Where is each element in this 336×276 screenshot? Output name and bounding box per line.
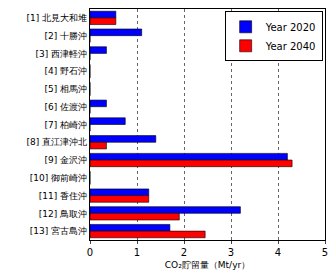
svg-text:3: 3 xyxy=(228,247,234,258)
svg-text:CO₂貯留量（Mt/yr）: CO₂貯留量（Mt/yr） xyxy=(165,260,250,270)
svg-text:[6] 佐渡沖: [6] 佐渡沖 xyxy=(45,102,88,112)
svg-text:Year 2040: Year 2040 xyxy=(265,41,316,52)
svg-text:[9] 金沢沖: [9] 金沢沖 xyxy=(45,155,88,165)
svg-text:[3] 西津軽沖: [3] 西津軽沖 xyxy=(36,49,88,59)
svg-text:[12] 鳥取沖: [12] 鳥取沖 xyxy=(39,209,87,219)
svg-text:1: 1 xyxy=(134,247,140,258)
svg-text:[8] 直江津沖北: [8] 直江津沖北 xyxy=(27,137,88,147)
svg-text:[4] 野石沖: [4] 野石沖 xyxy=(45,66,88,76)
svg-text:Year 2020: Year 2020 xyxy=(265,22,316,33)
svg-text:5: 5 xyxy=(322,247,328,258)
svg-text:[11] 香住沖: [11] 香住沖 xyxy=(39,191,87,201)
svg-text:2: 2 xyxy=(181,247,187,258)
svg-text:[7] 柏崎沖: [7] 柏崎沖 xyxy=(45,120,88,130)
svg-text:4: 4 xyxy=(275,247,281,258)
svg-text:[10] 御前崎沖: [10] 御前崎沖 xyxy=(30,173,87,183)
svg-text:[1] 北見大和堆: [1] 北見大和堆 xyxy=(27,13,88,23)
svg-text:[13] 宮古島沖: [13] 宮古島沖 xyxy=(30,226,87,236)
svg-text:[5] 相馬沖: [5] 相馬沖 xyxy=(45,84,88,94)
svg-text:0: 0 xyxy=(87,247,93,258)
svg-text:[2] 十勝沖: [2] 十勝沖 xyxy=(45,31,88,41)
